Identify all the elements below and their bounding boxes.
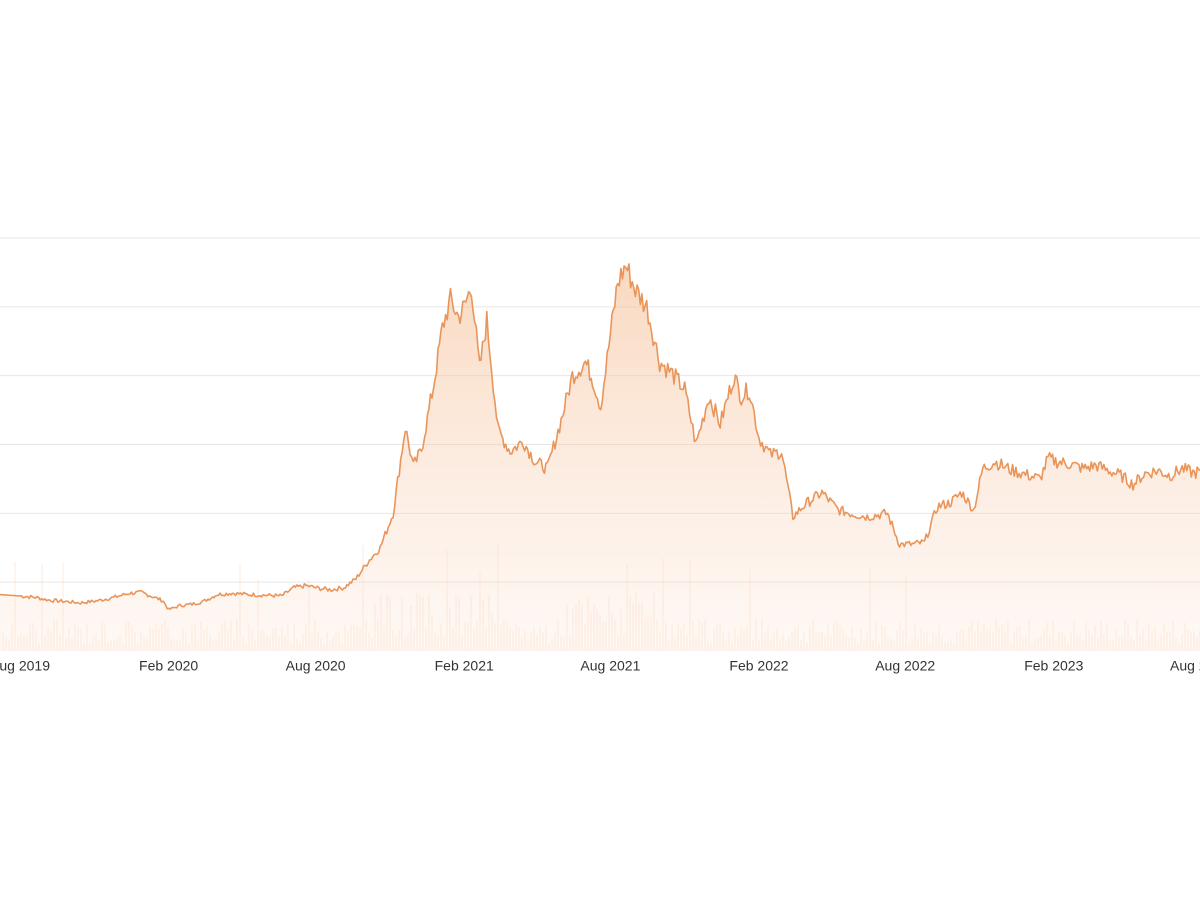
x-tick-label-8: Feb 2023	[1024, 658, 1083, 674]
x-tick-label-9: Aug 2023	[1170, 658, 1200, 674]
x-tick-label-2: Feb 2020	[139, 658, 198, 674]
series-line	[0, 263, 1200, 610]
series-area-fill	[0, 263, 1200, 651]
x-tick-label-7: Aug 2022	[875, 658, 935, 674]
x-tick-label-5: Aug 2021	[580, 658, 640, 674]
series-line-group	[0, 263, 1200, 610]
x-tick-label-4: Feb 2021	[435, 658, 494, 674]
x-tick-label-1: Aug 2019	[0, 658, 50, 674]
series-area	[0, 263, 1200, 651]
x-tick-label-3: Aug 2020	[286, 658, 346, 674]
x-axis-tick-labels: Aug 2019 Feb 2020 Aug 2020 Feb 2021 Aug 2021…	[0, 658, 1200, 674]
x-tick-label-6: Feb 2022	[729, 658, 788, 674]
